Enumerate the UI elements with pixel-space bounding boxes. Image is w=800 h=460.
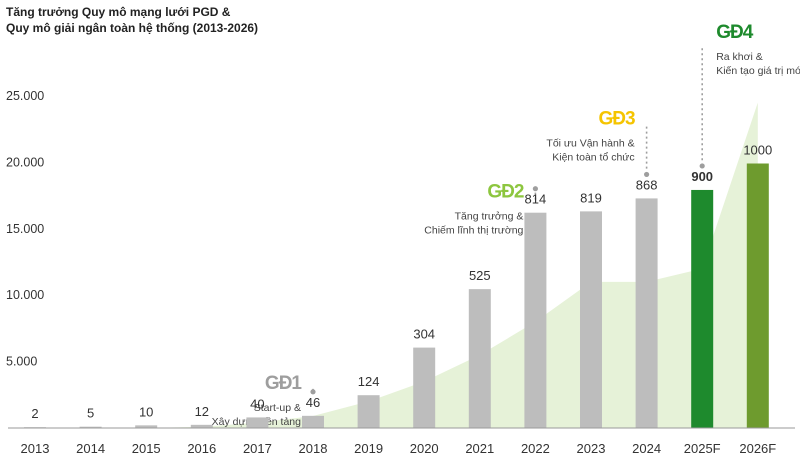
phase-code-1: GĐ1 <box>265 373 303 394</box>
phase-dot-1 <box>310 389 316 395</box>
value-label-2024: 868 <box>636 177 658 192</box>
disbursement-area <box>35 102 758 428</box>
x-tick-2016: 2016 <box>187 441 216 456</box>
value-label-2014: 5 <box>87 406 94 421</box>
phase-desc-2-line-2: Chiếm lĩnh thị trường <box>424 225 523 237</box>
phase-dot-2 <box>532 186 539 192</box>
value-label-2018: 46 <box>306 395 320 410</box>
phase-code-2: GĐ2 <box>487 182 524 203</box>
bar-2017 <box>246 417 269 428</box>
x-tick-2018: 2018 <box>299 441 328 456</box>
bar-2024 <box>635 198 658 428</box>
value-label-2020: 304 <box>413 327 435 342</box>
phase-desc-3-line-2: Kiện toàn tổ chức <box>552 152 634 164</box>
y-tick-label: 10.000 <box>6 288 44 302</box>
value-label-2019: 124 <box>358 374 380 389</box>
bar-2020 <box>413 347 436 428</box>
bar-2021 <box>468 289 491 428</box>
y-tick-label: 25.000 <box>6 89 44 103</box>
x-tick-2017: 2017 <box>243 441 272 456</box>
x-tick-2024: 2024 <box>632 441 661 456</box>
x-tick-2025F: 2025F <box>684 441 721 456</box>
value-label-2025F: 900 <box>691 169 713 184</box>
chart-title-line-2: Quy mô giải ngân toàn hệ thống (2013-202… <box>6 21 259 35</box>
value-label-2016: 12 <box>195 404 209 419</box>
bar-2014 <box>79 426 102 428</box>
value-label-2021: 525 <box>469 268 491 283</box>
value-label-2013: 2 <box>31 406 38 421</box>
bar-2022 <box>524 212 547 428</box>
x-tick-2021: 2021 <box>465 441 494 456</box>
x-tick-2026F: 2026F <box>739 441 776 456</box>
x-tick-2020: 2020 <box>410 441 439 456</box>
y-tick-label: 15.000 <box>6 222 44 236</box>
x-tick-2019: 2019 <box>354 441 383 456</box>
phase-desc-1-line-1: Start-up & <box>254 402 301 414</box>
value-label-2022: 814 <box>525 192 547 207</box>
phase-code-3: GĐ3 <box>599 109 636 130</box>
x-tick-2014: 2014 <box>76 441 105 456</box>
bar-2018 <box>302 415 324 428</box>
phase-desc-2-line-1: Tăng trưởng & <box>455 211 524 223</box>
bar-2023 <box>580 211 602 428</box>
phase-code-4: GĐ4 <box>716 22 754 43</box>
bar-2025F <box>691 189 714 428</box>
phase-desc-3-line-1: Tối ưu Vận hành & <box>546 138 634 150</box>
phase-desc-4-line-2: Kiến tạo giá trị mới <box>716 65 800 77</box>
x-tick-2023: 2023 <box>577 441 606 456</box>
value-label-2023: 819 <box>580 190 602 205</box>
phase-dot-3 <box>644 171 650 178</box>
bar-2015 <box>135 425 158 428</box>
y-tick-label: 5.000 <box>6 355 37 369</box>
x-tick-2015: 2015 <box>132 441 161 456</box>
bar-2026F <box>746 163 769 428</box>
value-label-2015: 10 <box>139 404 153 419</box>
x-tick-2013: 2013 <box>21 441 50 456</box>
y-tick-label: 20.000 <box>6 155 44 169</box>
bar-2016 <box>190 424 213 428</box>
bar-2019 <box>357 395 380 428</box>
value-label-2017: 40 <box>250 396 264 411</box>
phase-desc-4-line-1: Ra khơi & <box>716 51 763 63</box>
chart-title: Tăng trưởng Quy mô mạng lưới PGD & Quy m… <box>6 4 258 36</box>
value-label-2026F: 1000 <box>743 143 772 158</box>
phase-dot-4 <box>699 163 705 169</box>
x-tick-2022: 2022 <box>521 441 550 456</box>
chart-title-line-1: Tăng trưởng Quy mô mạng lưới PGD & <box>6 5 231 19</box>
